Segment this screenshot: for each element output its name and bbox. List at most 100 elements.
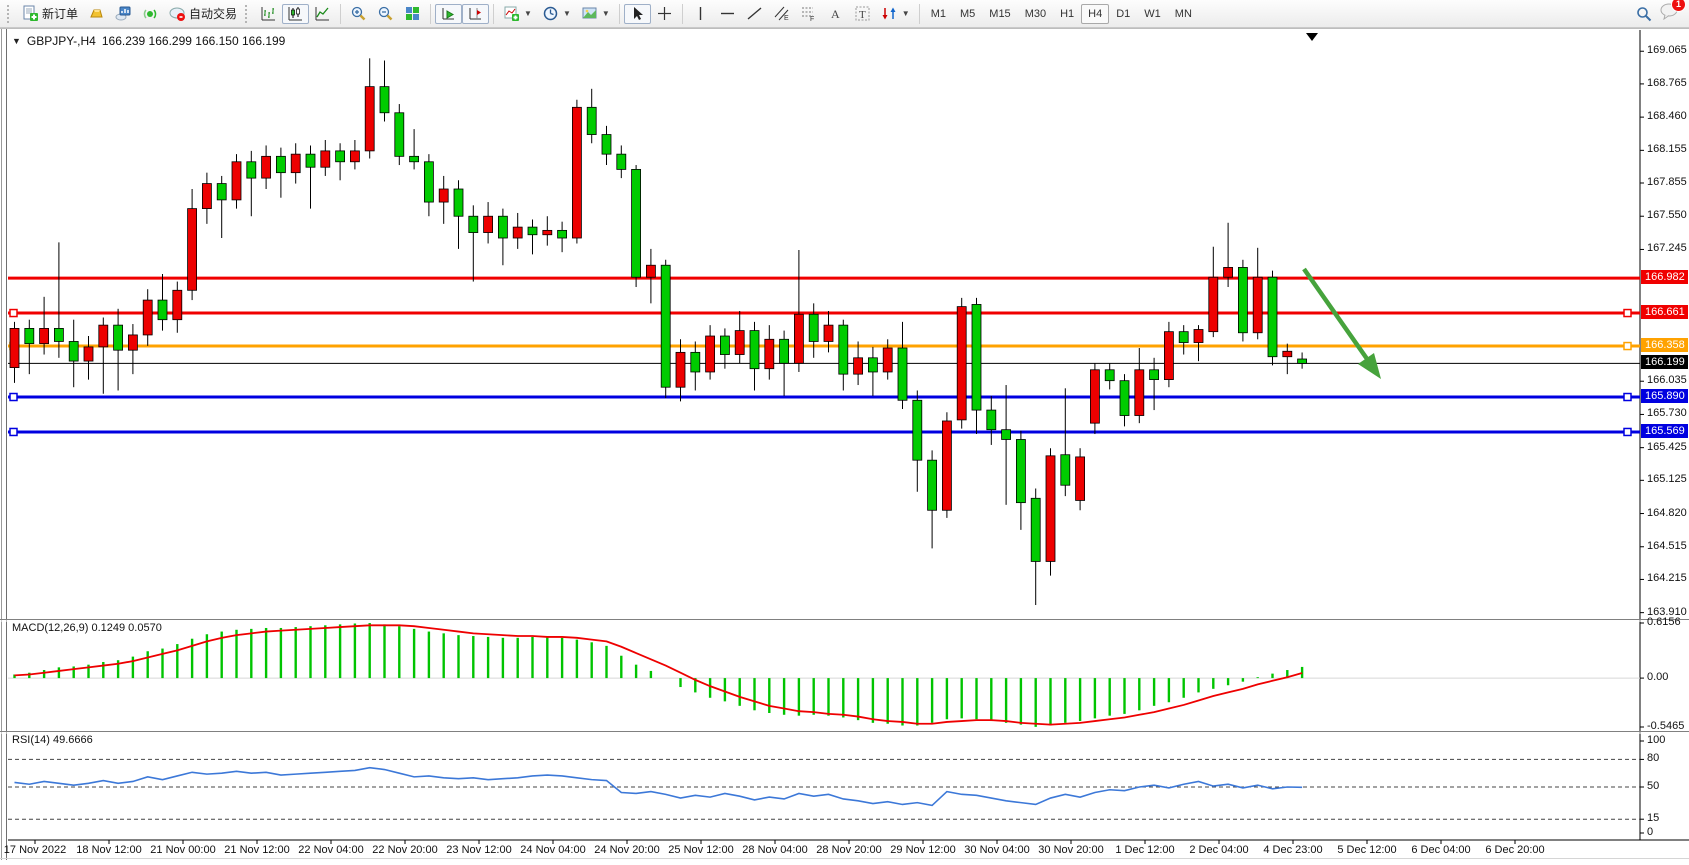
auto-scroll-button[interactable] (435, 3, 463, 24)
level-handle[interactable] (1623, 427, 1632, 437)
candle-body (572, 106, 582, 239)
candle-body (1104, 369, 1115, 382)
level-handle[interactable] (1623, 392, 1632, 402)
candle-body (1267, 276, 1278, 358)
new-order-button[interactable]: 新订单 (17, 4, 83, 24)
text-label-button[interactable]: T (849, 4, 876, 24)
candlestick-chart-button[interactable] (282, 3, 310, 24)
candle-body (349, 150, 360, 163)
trend-arrow-line[interactable] (1302, 267, 1374, 368)
svg-text:T: T (859, 9, 866, 21)
price-tick-label: 167.550 (1647, 209, 1687, 222)
level-handle[interactable] (1623, 341, 1632, 351)
timeframe-button-m5[interactable]: M5 (960, 7, 976, 20)
candle-body (631, 168, 641, 278)
text-button[interactable]: A (822, 4, 849, 24)
level-handle[interactable] (9, 392, 18, 402)
time-tick-label: 30 Nov 04:00 (964, 844, 1030, 856)
candle-body (468, 215, 479, 233)
auto-trading-icon (169, 7, 186, 21)
candle-body (1208, 276, 1219, 333)
candle-body (557, 229, 567, 239)
candle-body (1001, 429, 1011, 440)
candle-body (1090, 369, 1100, 424)
time-tick-label: 22 Nov 04:00 (298, 844, 364, 856)
timeframe-button-w1[interactable]: W1 (1144, 7, 1161, 20)
candle-body (616, 153, 627, 170)
candle-body (986, 409, 997, 431)
timeframe-button-m15[interactable]: M15 (989, 7, 1011, 20)
terminal-button[interactable] (110, 4, 137, 24)
line-chart-button[interactable] (309, 4, 336, 24)
time-tick-label: 6 Dec 20:00 (1485, 844, 1545, 856)
candle-body (868, 357, 878, 373)
auto-trading-button[interactable]: 自动交易 (164, 4, 242, 24)
level-handle[interactable] (9, 308, 18, 318)
horizontal-line-icon (720, 12, 734, 15)
arrow-tools-button[interactable]: ▼ (876, 4, 915, 24)
zoom-out-icon (378, 6, 393, 21)
horizontal-line-button[interactable] (714, 4, 741, 24)
templates-button[interactable]: ▼ (576, 4, 615, 24)
vertical-line-button[interactable] (687, 4, 714, 24)
chart-shift-marker-icon[interactable] (1306, 33, 1318, 41)
candle-body (734, 330, 745, 355)
search-icon[interactable] (1635, 5, 1653, 23)
chart-window[interactable]: 166.982 166.661 166.358 166.199 165.890 165.5… (0, 28, 1689, 865)
level-handle[interactable] (1623, 308, 1632, 318)
auto-trading-label: 自动交易 (189, 7, 238, 21)
timeframe-button-d1[interactable]: D1 (1116, 7, 1131, 20)
channel-button[interactable]: E (768, 4, 795, 24)
candle-body (39, 328, 49, 345)
candle-body (68, 341, 79, 362)
rsi-line (14, 766, 1303, 807)
timeframe-button-h4[interactable]: H4 (1081, 3, 1110, 24)
candlestick-icon (288, 7, 303, 21)
toolbar-grip (245, 4, 252, 23)
zoom-in-button[interactable] (345, 4, 372, 24)
time-tick-label: 23 Nov 12:00 (446, 844, 512, 856)
candle-body (394, 112, 405, 157)
crosshair-button[interactable] (651, 4, 678, 24)
zoom-out-button[interactable] (372, 4, 399, 24)
candle-body (157, 299, 168, 321)
candle-body (290, 153, 301, 174)
cursor-icon (633, 7, 643, 20)
level-handle[interactable] (9, 427, 18, 437)
candle-body (720, 335, 730, 355)
candlestick-plot[interactable] (0, 28, 1689, 865)
notifications-button[interactable]: 1 (1659, 0, 1686, 25)
indicators-button[interactable]: ▼ (498, 4, 537, 24)
price-tick-label: 164.215 (1647, 572, 1687, 585)
symbol-dropdown-icon[interactable]: ▼ (12, 36, 21, 46)
time-tick-label: 1 Dec 12:00 (1115, 844, 1175, 856)
symbol-period-label: GBPJPY-,H4 (26, 34, 96, 48)
price-tick-label: 168.155 (1647, 143, 1687, 156)
price-level-label: 166.661 (1641, 305, 1688, 320)
tile-windows-button[interactable] (399, 4, 426, 24)
trend-arrow-head[interactable] (1358, 353, 1381, 379)
bar-chart-button[interactable] (255, 4, 282, 24)
timeframe-button-m1[interactable]: M1 (930, 7, 946, 20)
rsi-tick-label: 15 (1647, 812, 1660, 825)
history-button[interactable] (83, 4, 110, 24)
timeframe-button-h1[interactable]: H1 (1060, 7, 1075, 20)
candle-body (305, 153, 316, 168)
trendline-button[interactable] (741, 4, 768, 24)
candle-body (838, 324, 849, 375)
chevron-down-icon: ▼ (901, 9, 910, 18)
chart-shift-button[interactable] (462, 3, 490, 24)
timeframe-button-m30[interactable]: M30 (1024, 7, 1047, 20)
macd-signal-line (14, 624, 1303, 726)
fibonacci-button[interactable]: F (795, 4, 822, 24)
notification-badge: 1 (1671, 0, 1686, 12)
candle-body (423, 161, 434, 203)
price-level-label: 166.199 (1641, 355, 1688, 370)
periods-button[interactable]: ▼ (537, 4, 576, 24)
signals-button[interactable] (137, 4, 164, 24)
cursor-button[interactable] (623, 3, 651, 24)
candle-body (512, 226, 523, 239)
candle-body (231, 161, 242, 201)
timeframe-button-mn[interactable]: MN (1174, 7, 1192, 20)
